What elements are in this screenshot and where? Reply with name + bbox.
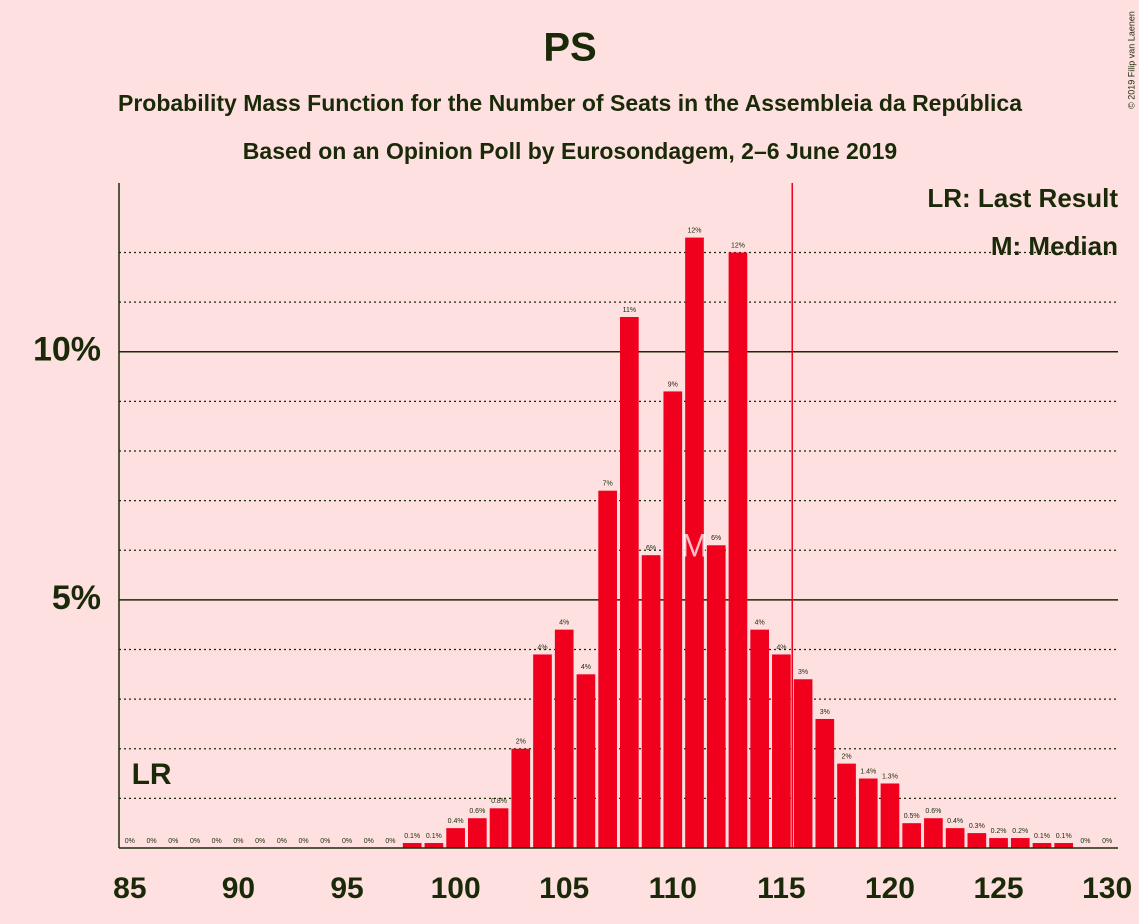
value-label: 0.1% <box>1056 833 1072 840</box>
value-label: 4% <box>581 664 591 671</box>
bar <box>902 823 922 848</box>
value-label: 0% <box>385 838 395 845</box>
x-tick-label: 90 <box>222 872 255 905</box>
value-label: 0% <box>299 838 309 845</box>
value-label: 0% <box>190 838 200 845</box>
value-label: 4% <box>559 619 569 626</box>
value-label: 9% <box>668 381 678 388</box>
value-label: 4% <box>537 644 547 651</box>
bar <box>924 818 943 848</box>
value-label: 2% <box>516 739 526 746</box>
bar <box>424 843 444 848</box>
bar <box>1032 843 1052 848</box>
value-label: 0% <box>1102 838 1112 845</box>
copyright: © 2019 Filip van Laenen <box>1126 11 1136 109</box>
value-label: 0% <box>320 838 330 845</box>
value-label: 0% <box>147 838 157 845</box>
x-tick-label: 110 <box>649 872 697 905</box>
value-label: 12% <box>731 242 745 249</box>
y-tick-label: 5% <box>52 579 101 617</box>
bar <box>533 654 552 848</box>
chart-subtitle: Based on an Opinion Poll by Eurosondagem… <box>243 138 897 164</box>
value-label: 0% <box>125 838 135 845</box>
bar <box>750 629 770 848</box>
value-label: 0% <box>233 838 243 845</box>
value-label: 0.4% <box>947 818 963 825</box>
bar <box>685 237 704 849</box>
bar <box>1054 843 1074 848</box>
bar <box>1010 838 1030 848</box>
chart-title: PS <box>543 26 596 70</box>
value-label: 1.3% <box>882 773 898 780</box>
bar <box>489 808 509 848</box>
median-marker: M <box>681 527 708 563</box>
value-label: 0.8% <box>491 798 507 805</box>
value-label: 6% <box>711 535 721 542</box>
bar <box>880 783 900 848</box>
bar <box>945 828 965 848</box>
value-label: 3% <box>798 669 808 676</box>
bar <box>815 718 835 848</box>
bar <box>772 654 791 848</box>
x-tick-label: 85 <box>113 872 146 905</box>
x-tick-label: 115 <box>757 872 805 905</box>
value-label: 0% <box>255 838 265 845</box>
value-label: 0% <box>212 838 222 845</box>
bar <box>989 838 1008 848</box>
bar <box>402 843 422 848</box>
bar <box>793 679 813 848</box>
value-label: 0.3% <box>969 823 985 830</box>
value-label: 4% <box>755 619 765 626</box>
bar <box>858 778 878 848</box>
value-label: 0.5% <box>904 813 920 820</box>
value-label: 0% <box>1080 838 1090 845</box>
value-label: 0% <box>168 838 178 845</box>
bar <box>620 316 639 848</box>
chart-subtitle: Probability Mass Function for the Number… <box>118 90 1022 116</box>
x-tick-label: 105 <box>539 872 589 905</box>
value-label: 0.2% <box>991 828 1007 835</box>
value-label: 0.6% <box>469 808 485 815</box>
bar <box>576 674 596 848</box>
value-label: 0.1% <box>1034 833 1050 840</box>
value-label: 6% <box>646 545 656 552</box>
value-label: 2% <box>841 753 851 760</box>
bar <box>728 252 748 849</box>
bar <box>554 629 574 848</box>
bar <box>641 555 661 848</box>
bar <box>446 828 465 848</box>
x-tick-label: 95 <box>330 872 363 905</box>
value-label: 12% <box>688 227 702 234</box>
bar <box>967 833 987 848</box>
value-label: 0.1% <box>404 833 420 840</box>
x-tick-label: 125 <box>974 872 1024 905</box>
value-label: 0.6% <box>925 808 941 815</box>
value-label: 7% <box>603 481 613 488</box>
bar <box>837 763 856 848</box>
value-label: 0.1% <box>426 833 442 840</box>
bar <box>598 490 617 848</box>
last-result-marker: LR <box>132 758 172 791</box>
x-tick-label: 100 <box>431 872 481 905</box>
legend-entry: M: Median <box>991 231 1118 261</box>
legend-entry: LR: Last Result <box>927 183 1118 213</box>
value-label: 0% <box>277 838 287 845</box>
value-label: 0.4% <box>448 818 464 825</box>
x-tick-label: 130 <box>1082 872 1132 905</box>
x-tick-label: 120 <box>865 872 915 905</box>
value-label: 1.4% <box>860 768 876 775</box>
value-label: 0.2% <box>1012 828 1028 835</box>
bar <box>663 391 683 848</box>
value-label: 0% <box>364 838 374 845</box>
bar <box>511 748 531 848</box>
value-label: 11% <box>623 307 637 314</box>
bar <box>467 818 487 848</box>
value-label: 4% <box>776 644 786 651</box>
value-label: 3% <box>820 709 830 716</box>
bar <box>706 545 726 848</box>
y-tick-label: 10% <box>33 331 101 369</box>
value-label: 0% <box>342 838 352 845</box>
